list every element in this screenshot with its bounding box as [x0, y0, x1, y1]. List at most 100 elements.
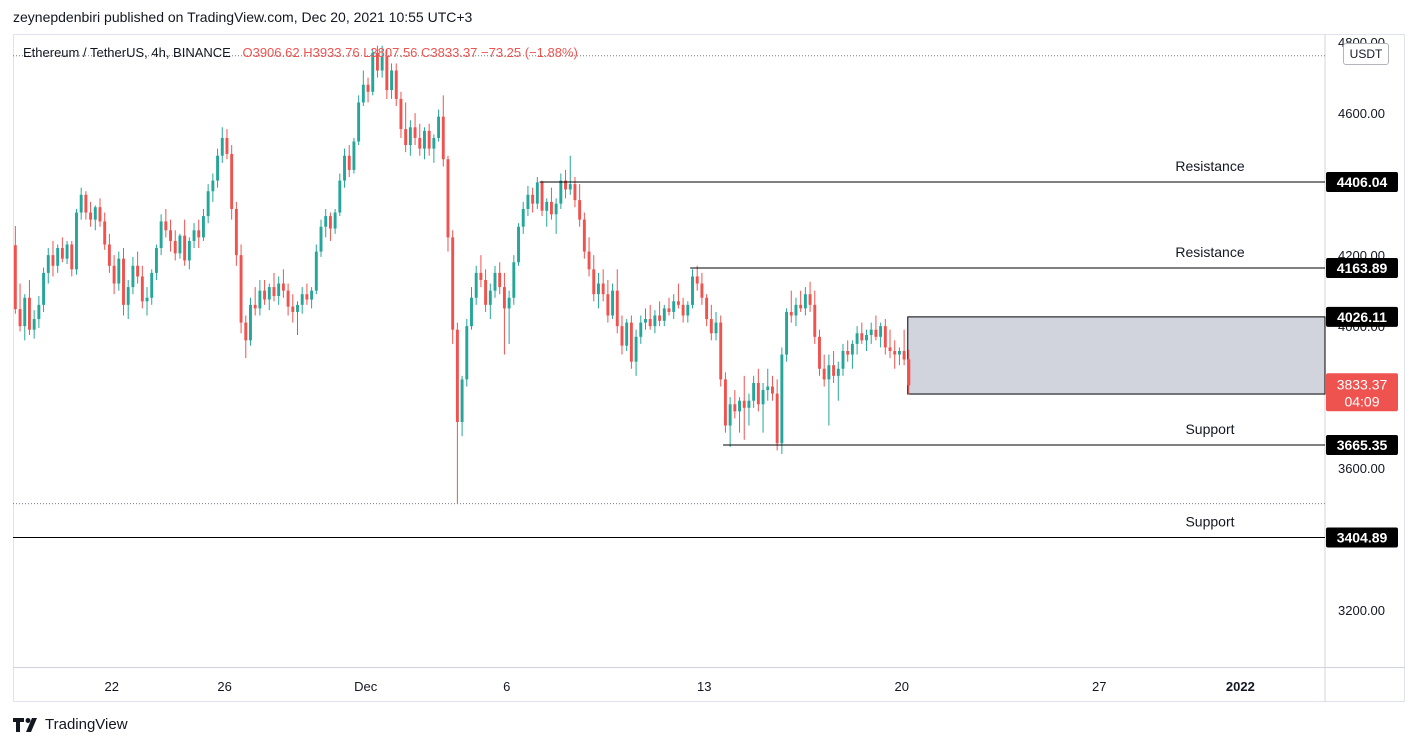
- candle-body: [747, 400, 751, 408]
- candle-body: [418, 137, 422, 149]
- candle-body: [644, 319, 647, 323]
- x-tick-label: 26: [217, 679, 231, 694]
- last-price-countdown: 04:09: [1344, 393, 1379, 409]
- horizontal-line-label: Resistance: [1175, 244, 1244, 260]
- candle-body: [582, 219, 586, 252]
- candle-body: [766, 386, 770, 391]
- candle-body: [380, 56, 384, 71]
- candle-body: [192, 230, 196, 241]
- candle-body: [423, 130, 426, 149]
- drawings-layer: Resistance Resistance Support Support: [13, 158, 1325, 538]
- x-tick-label: 20: [895, 679, 909, 694]
- candle-body: [554, 203, 558, 215]
- candle-body: [691, 276, 694, 305]
- zone-layer: [907, 316, 1326, 395]
- candle-body: [328, 216, 332, 229]
- x-tick-label: 22: [105, 679, 119, 694]
- candle-body: [564, 180, 568, 190]
- candle-body: [343, 155, 346, 181]
- candle-body: [705, 297, 709, 320]
- candle-body: [277, 283, 281, 296]
- candle-body: [836, 368, 840, 376]
- candle-body: [615, 290, 619, 327]
- candle-body: [305, 294, 309, 300]
- candle-body: [249, 304, 252, 341]
- candle-body: [879, 326, 883, 337]
- candle-body: [667, 308, 671, 312]
- candle-body: [338, 180, 342, 213]
- price-tag-label: 4026.11: [1337, 309, 1387, 325]
- candle-body: [512, 262, 516, 298]
- candle-body: [183, 235, 187, 261]
- candle-body: [263, 290, 267, 300]
- candle-body: [488, 290, 492, 305]
- candle-body: [267, 287, 271, 300]
- price-tag-bg: [1326, 527, 1398, 548]
- x-tick-label: 6: [503, 679, 510, 694]
- symbol-name[interactable]: Ethereum / TetherUS, 4h, BINANCE: [23, 45, 231, 60]
- horizontal-line-label: Resistance: [1175, 158, 1244, 174]
- candle-body: [159, 221, 163, 249]
- tradingview-brand: TradingView: [45, 716, 128, 733]
- candle-body: [535, 182, 539, 204]
- candle-body: [455, 329, 459, 423]
- candle-body: [521, 208, 525, 227]
- candle-body: [818, 336, 821, 369]
- candle-body: [869, 329, 873, 336]
- candle-body: [427, 130, 431, 149]
- price-tags-layer: 4406.044163.894026.113808.783665.353404.…: [1326, 171, 1398, 548]
- candle-body: [780, 354, 784, 444]
- candle-body: [841, 351, 845, 369]
- candle-body: [540, 182, 544, 211]
- currency-button[interactable]: USDT: [1343, 43, 1389, 65]
- price-tag-label: 3404.89: [1337, 529, 1388, 545]
- candle-body: [234, 208, 238, 256]
- candle-body: [709, 319, 713, 334]
- candle-body: [902, 351, 906, 360]
- candle-body: [498, 272, 502, 288]
- candle-body: [394, 70, 398, 99]
- candle-body: [117, 258, 121, 284]
- tradingview-logo[interactable]: TradingView: [13, 716, 128, 733]
- candle-body: [517, 226, 520, 263]
- candle-body: [150, 272, 154, 298]
- candle-body: [357, 102, 361, 142]
- price-tag-bg: [1326, 257, 1398, 278]
- candle-body: [502, 287, 506, 309]
- y-tick-label: 3200.00: [1338, 603, 1385, 618]
- candle-body: [789, 311, 793, 316]
- candle-body: [145, 297, 149, 302]
- candle-body: [742, 400, 746, 408]
- candle-body: [220, 137, 224, 156]
- candle-body: [390, 70, 394, 91]
- candle-body: [28, 297, 31, 330]
- candle-body: [37, 304, 41, 320]
- candle-body: [799, 304, 803, 309]
- candle-body: [446, 159, 450, 238]
- candle-body: [686, 304, 690, 316]
- candle-body: [258, 290, 262, 309]
- candle-body: [89, 212, 93, 220]
- candle-body: [18, 309, 22, 327]
- candle-body: [13, 245, 17, 310]
- candle-body: [126, 287, 130, 305]
- candle-body: [136, 265, 140, 277]
- candle-body: [441, 116, 445, 160]
- candle-body: [375, 52, 379, 71]
- y-tick-label: 4600.00: [1338, 106, 1385, 121]
- candle-body: [300, 294, 304, 305]
- candle-body: [103, 221, 107, 245]
- candle-body: [639, 322, 643, 337]
- candle-body: [197, 230, 201, 238]
- candle-body: [324, 216, 328, 227]
- y-tick-label: 3600.00: [1338, 461, 1385, 476]
- horizontal-line-label: Support: [1185, 513, 1234, 529]
- rectangle-zone: [907, 316, 1326, 395]
- candle-body: [723, 379, 727, 426]
- candle-body: [470, 297, 473, 327]
- candle-body: [385, 56, 389, 91]
- symbol-legend[interactable]: Ethereum / TetherUS, 4h, BINANCE O3906.6…: [23, 45, 578, 60]
- candle-body: [75, 212, 78, 270]
- candle-body: [98, 207, 102, 222]
